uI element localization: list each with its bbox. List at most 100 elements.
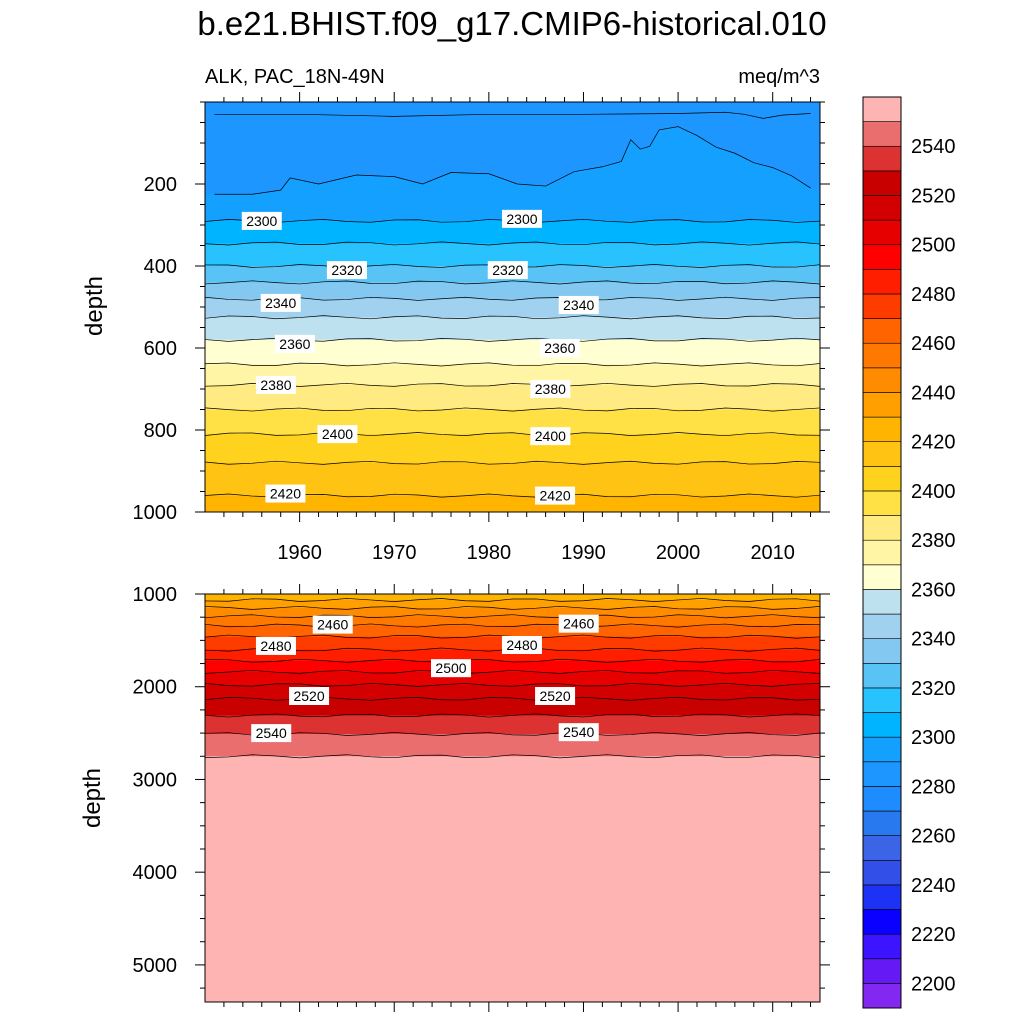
bottom-contour-label-bg xyxy=(431,659,471,678)
colorbar-swatch xyxy=(862,145,902,172)
colorbar-label: 2500 xyxy=(911,235,956,257)
top-contour-label: 2420 xyxy=(270,486,301,502)
colorbar-swatch xyxy=(862,638,902,664)
top-contour-label: 2320 xyxy=(331,262,362,278)
colorbar-swatch xyxy=(862,490,902,516)
colorbar-swatch xyxy=(862,293,902,319)
top-xtick-label: 1990 xyxy=(561,542,606,564)
top-contour-2390 xyxy=(205,407,820,412)
colorbar-swatch xyxy=(862,983,902,1009)
bottom-band-2430 xyxy=(205,594,820,601)
top-contour-2330 xyxy=(205,280,820,285)
colorbar-label: 2420 xyxy=(911,432,956,454)
colorbar-swatch xyxy=(862,342,902,369)
bottom-contour-2550 xyxy=(205,754,820,759)
bottom-contour-2450 xyxy=(205,614,820,619)
top-contour-label: 2340 xyxy=(563,297,594,313)
colorbar-label: 2260 xyxy=(911,826,956,848)
top-contour-label-bg xyxy=(274,334,315,353)
units-subtitle: meq/m^3 xyxy=(738,66,820,88)
bottom-ytick-label: 5000 xyxy=(133,955,178,977)
top-contour-2400 xyxy=(205,432,820,437)
colorbar-label: 2320 xyxy=(911,678,956,700)
bottom-contour-label-bg xyxy=(535,687,576,705)
top-contour-2310 xyxy=(205,241,820,246)
bottom-contour-label: 2460 xyxy=(563,616,594,632)
colorbar-label: 2340 xyxy=(911,629,956,651)
bottom-contour-2530 xyxy=(205,713,820,718)
bottom-contour-label-bg xyxy=(289,687,330,705)
bottom-contour-2510 xyxy=(205,682,820,687)
top-contour-label: 2420 xyxy=(539,488,570,504)
colorbar-swatch xyxy=(862,367,902,393)
colorbar-swatch xyxy=(862,318,902,344)
bottom-plot-area: 2460 2460 2480 2480 2500 2520 2520 2540 2540 xyxy=(205,594,820,1002)
colorbar: 2200 2220 2240 2260 2280 2300 2320 2340 2360 2380… xyxy=(862,96,956,1009)
top-contour-label-bg xyxy=(260,293,301,312)
top-contour-label-bg xyxy=(241,211,282,230)
bottom-contour-label-bg xyxy=(558,614,599,633)
colorbar-frame xyxy=(862,96,902,1009)
top-contour-label: 2300 xyxy=(246,213,277,229)
colorbar-swatch xyxy=(862,613,902,639)
colorbar-swatch xyxy=(862,933,902,960)
top-ytick-label: 400 xyxy=(144,256,177,278)
bottom-ytick-label: 2000 xyxy=(133,677,178,699)
top-ytick-label: 200 xyxy=(144,174,177,196)
top-contour-label-bg xyxy=(501,209,542,228)
top-xtick-label: 1970 xyxy=(372,542,417,564)
top-xtick-label: 2000 xyxy=(656,542,701,564)
top-contour-label: 2380 xyxy=(535,381,566,397)
top-contour-label-bg xyxy=(530,427,571,446)
top-contour-2380 xyxy=(205,382,820,387)
bottom-contour-label: 2480 xyxy=(506,637,537,653)
top-ytick-label: 600 xyxy=(144,338,177,360)
bottom-ytick-label: 1000 xyxy=(133,584,178,606)
colorbar-label: 2460 xyxy=(911,333,956,355)
colorbar-swatch xyxy=(862,810,902,836)
colorbar-swatch xyxy=(862,761,902,787)
top-contour-label: 2340 xyxy=(265,295,296,311)
colorbar-swatch xyxy=(862,539,902,566)
top-xtick-label: 1980 xyxy=(467,542,512,564)
colorbar-swatch xyxy=(862,392,902,418)
bottom-contour-2440 xyxy=(205,605,820,610)
colorbar-swatch xyxy=(862,909,902,935)
top-contour-label: 2360 xyxy=(279,336,310,352)
colorbar-label: 2300 xyxy=(911,727,956,749)
bottom-contour-2460 xyxy=(205,623,820,628)
colorbar-label: 2400 xyxy=(911,481,956,503)
bottom-contour-label: 2480 xyxy=(260,638,291,654)
colorbar-swatch xyxy=(862,589,902,615)
top-ytick-label: 1000 xyxy=(133,502,178,524)
top-contour-label: 2300 xyxy=(506,211,537,227)
colorbar-swatch xyxy=(862,712,902,738)
bottom-ylabel: depth xyxy=(79,768,106,828)
bottom-contour-label: 2540 xyxy=(563,724,594,740)
top-contour-label-bg xyxy=(530,380,571,398)
top-contour-2290 xyxy=(214,126,811,195)
top-contour-2340 xyxy=(205,296,820,301)
top-xtick-label: 2010 xyxy=(750,542,795,564)
top-contour-label: 2320 xyxy=(492,262,523,278)
colorbar-swatch xyxy=(862,515,902,541)
top-ytick-label: 800 xyxy=(144,420,177,442)
colorbar-swatch xyxy=(862,687,902,713)
colorbar-swatch xyxy=(862,269,902,295)
colorbar-label: 2200 xyxy=(911,973,956,995)
colorbar-swatch xyxy=(862,958,902,984)
bottom-contour-label-bg xyxy=(558,723,599,742)
bottom-contour-label-bg xyxy=(312,615,353,634)
colorbar-swatch xyxy=(862,416,902,443)
top-contour-label: 2400 xyxy=(535,428,566,444)
bottom-ytick-label: 4000 xyxy=(133,862,178,884)
colorbar-swatch xyxy=(862,662,902,689)
top-contour-2420 xyxy=(205,493,820,498)
colorbar-label: 2280 xyxy=(911,776,956,798)
bottom-frame xyxy=(204,593,821,1003)
colorbar-swatch xyxy=(862,835,902,861)
top-contour-2280 xyxy=(214,111,811,119)
top-contour-2410 xyxy=(205,460,820,465)
bottom-contour-2540 xyxy=(205,732,820,736)
